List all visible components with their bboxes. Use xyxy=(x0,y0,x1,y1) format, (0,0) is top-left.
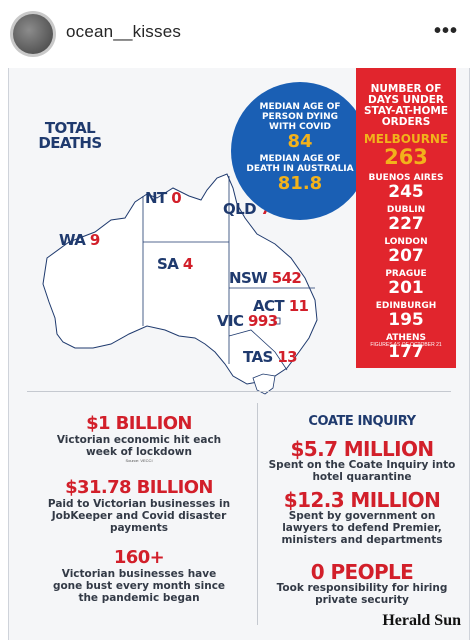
tasmania-outline xyxy=(252,373,276,395)
avatar[interactable] xyxy=(13,14,53,54)
days-melbourne: 263 xyxy=(384,145,428,169)
stat-lawyers-value: $12.3 MILLION xyxy=(283,488,441,512)
stat-economic-hit-desc: Victorian economic hit each week of lock… xyxy=(56,434,222,458)
act-marker xyxy=(273,317,281,325)
lockdown-footnote: FIGURES AS OF OCTOBER 21 xyxy=(370,342,442,348)
stat-lawyers-desc: Spent by government on lawyers to defend… xyxy=(281,510,443,546)
horizontal-divider xyxy=(27,391,451,392)
state-tas: TAS 13 xyxy=(243,348,298,366)
city-melbourne: MELBOURNE xyxy=(363,132,449,146)
stat-business-closures-desc: Victorian businesses have gone bust ever… xyxy=(52,568,226,604)
stat-jobkeeper-desc: Paid to Victorian businesses in JobKeepe… xyxy=(47,498,231,534)
vertical-divider xyxy=(257,403,258,625)
days-prague: 201 xyxy=(388,278,424,298)
australia-outline xyxy=(42,173,318,385)
median-covid-label: MEDIAN AGE OF PERSON DYING WITH COVID xyxy=(259,102,341,132)
stat-responsibility: 0 PEOPLE Took responsibility for hiring … xyxy=(267,562,457,606)
days-edinburgh: 195 xyxy=(388,310,424,330)
lockdown-title: NUMBER OF DAYS UNDER STAY-AT-HOME ORDERS xyxy=(363,83,449,128)
stat-economic-hit-value: $1 BILLION xyxy=(86,413,192,434)
city-dublin: DUBLIN xyxy=(386,205,426,215)
days-athens: 177 xyxy=(388,342,424,362)
days-london: 207 xyxy=(388,246,424,266)
city-edinburgh: EDINBURGH xyxy=(375,301,437,311)
stat-jobkeeper: $31.78 BILLION Paid to Victorian busines… xyxy=(39,477,239,535)
city-london: LONDON xyxy=(384,237,428,247)
stat-business-closures-value: 160+ xyxy=(113,547,165,568)
stat-jobkeeper-value: $31.78 BILLION xyxy=(65,477,213,498)
state-nt: NT 0 xyxy=(145,189,182,207)
state-nsw: NSW 542 xyxy=(229,269,302,287)
city-prague: PRAGUE xyxy=(385,269,427,279)
days-dublin: 227 xyxy=(388,214,424,234)
city-buenos-aires: BUENOS AIRES xyxy=(368,173,444,183)
city-athens: ATHENS xyxy=(385,333,427,343)
total-deaths-label: TOTAL DEATHS xyxy=(38,119,102,152)
stat-business-closures: 160+ Victorian businesses have gone bust… xyxy=(49,547,229,605)
median-death-value: 81.8 xyxy=(277,173,323,194)
username-link[interactable]: ocean__kisses xyxy=(66,22,182,41)
post-image: TOTAL DEATHS WA 9 NT 0 SA 4 QLD 7 NSW 54… xyxy=(8,68,470,640)
herald-sun-logo: Herald Sun xyxy=(382,612,461,629)
state-wa: WA 9 xyxy=(59,231,100,249)
coate-inquiry-title: COATE INQUIRY xyxy=(308,414,416,429)
median-death-label: MEDIAN AGE OF DEATH IN AUSTRALIA xyxy=(246,154,354,174)
australia-map xyxy=(42,173,318,395)
lockdown-days-box: NUMBER OF DAYS UNDER STAY-AT-HOME ORDERS… xyxy=(356,68,456,368)
state-sa: SA 4 xyxy=(157,255,193,273)
stat-coate-cost-value: $5.7 MILLION xyxy=(290,437,434,461)
stat-economic-hit: $1 BILLION Victorian economic hit each w… xyxy=(49,414,229,464)
days-buenos-aires: 245 xyxy=(388,182,424,202)
state-act: ACT 11 xyxy=(253,297,309,315)
stat-lawyers: $12.3 MILLION Spent by government on law… xyxy=(267,490,457,546)
more-options-icon[interactable]: ••• xyxy=(433,20,458,42)
stat-responsibility-desc: Took responsibility for hiring private s… xyxy=(276,582,448,606)
stat-coate-cost-desc: Spent on the Coate Inquiry into hotel qu… xyxy=(268,459,456,483)
stat-source: Source: VECCI xyxy=(125,458,153,463)
median-covid-value: 84 xyxy=(287,131,313,152)
stat-responsibility-value: 0 PEOPLE xyxy=(310,560,414,584)
coate-inquiry-section: COATE INQUIRY $5.7 MILLION Spent on the … xyxy=(267,414,457,483)
post-header: ocean__kisses ••• xyxy=(0,0,476,68)
state-vic: VIC 993 xyxy=(217,312,278,330)
state-borders xyxy=(142,176,315,371)
median-age-circle: MEDIAN AGE OF PERSON DYING WITH COVID 84… xyxy=(231,82,369,220)
